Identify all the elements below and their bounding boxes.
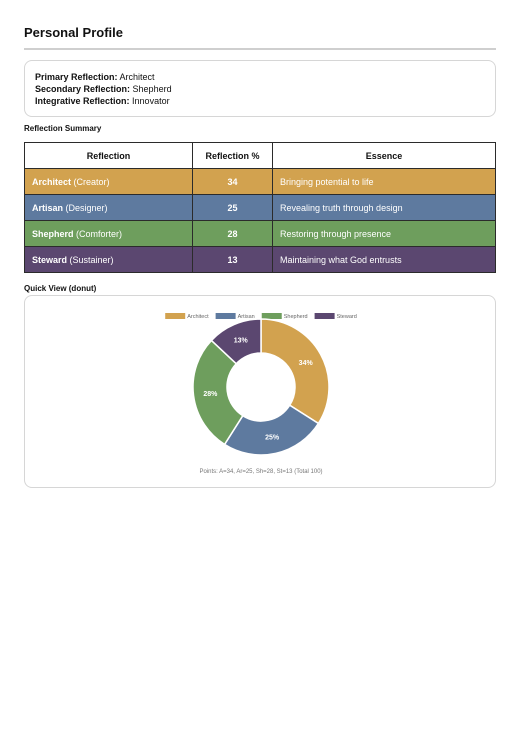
donut-slice-shepherd — [192, 339, 244, 446]
reflection-role: (Sustainer) — [69, 254, 114, 265]
legend-label-shepherd: Shepherd — [284, 314, 308, 320]
reflection-essence: Maintaining what God entrusts — [272, 246, 496, 273]
reflection-percent: 34 — [192, 168, 273, 195]
legend-swatch-artisan — [215, 313, 236, 319]
donut-slice-architect — [260, 318, 330, 425]
reflection-percent: 25 — [192, 194, 273, 221]
reflection-essence: Restoring through presence — [272, 220, 496, 247]
legend-label-steward: Steward — [337, 314, 357, 320]
reflection-summary-card: Primary Reflection: Architect Secondary … — [24, 60, 496, 117]
table-row: Steward (Sustainer) 13 Maintaining what … — [24, 246, 496, 273]
reflection-percent: 28 — [192, 220, 273, 247]
page-title: Personal Profile — [24, 25, 123, 40]
reflection-name: Steward — [32, 254, 68, 265]
title-divider — [24, 48, 496, 50]
reflection-cell: Artisan (Designer) — [24, 194, 193, 221]
slice-label-steward: 13% — [234, 338, 249, 345]
column-header-reflection: Reflection — [24, 142, 193, 169]
quick-view-heading: Quick View (donut) — [24, 284, 97, 293]
legend-swatch-architect — [165, 313, 186, 319]
reflection-role: (Creator) — [73, 176, 110, 187]
reflection-cell: Steward (Sustainer) — [24, 246, 193, 273]
legend-swatch-steward — [314, 313, 335, 319]
donut-slices — [192, 318, 330, 456]
reflection-name: Architect — [32, 176, 72, 187]
legend-swatch-shepherd — [261, 313, 282, 319]
primary-reflection-line: Primary Reflection: Architect — [35, 71, 485, 83]
table-header-row: Reflection Reflection % Essence — [24, 142, 496, 169]
integrative-reflection-value: Innovator — [132, 96, 170, 106]
table-row: Shepherd (Comforter) 28 Restoring throug… — [24, 220, 496, 247]
legend-label-artisan: Artisan — [238, 314, 255, 320]
donut-chart-card: Architect Artisan Shepherd Steward 34% 25% 28… — [24, 295, 496, 488]
integrative-reflection-line: Integrative Reflection: Innovator — [35, 95, 485, 107]
reflection-role: (Comforter) — [76, 228, 123, 239]
donut-slice-steward — [210, 318, 262, 365]
table-row: Architect (Creator) 34 Bringing potentia… — [24, 168, 496, 195]
reflection-name: Artisan — [32, 202, 64, 213]
secondary-reflection-value: Shepherd — [132, 84, 172, 94]
chart-footnote: Points: A=34, Ar=25, Sh=28, St=13 (Total… — [199, 469, 322, 475]
primary-reflection-label: Primary Reflection: — [35, 72, 118, 82]
reflection-summary-heading: Reflection Summary — [24, 124, 102, 133]
table-row: Artisan (Designer) 25 Revealing truth th… — [24, 194, 496, 221]
secondary-reflection-line: Secondary Reflection: Shepherd — [35, 83, 485, 95]
reflection-cell: Shepherd (Comforter) — [24, 220, 193, 247]
column-header-essence: Essence — [272, 142, 496, 169]
reflection-role: (Designer) — [65, 202, 108, 213]
column-header-percent: Reflection % — [192, 142, 273, 169]
reflection-essence: Revealing truth through design — [272, 194, 496, 221]
slice-label-artisan: 25% — [265, 434, 280, 441]
slice-label-shepherd: 28% — [203, 391, 218, 398]
integrative-reflection-label: Integrative Reflection: — [35, 96, 130, 106]
primary-reflection-value: Architect — [119, 72, 155, 82]
reflection-essence: Bringing potential to life — [272, 168, 496, 195]
donut-chart: Architect Artisan Shepherd Steward 34% 25% 28… — [165, 313, 357, 475]
donut-slice-artisan — [223, 404, 320, 456]
reflection-cell: Architect (Creator) — [24, 168, 193, 195]
reflection-percent: 13 — [192, 246, 273, 273]
reflection-name: Shepherd — [32, 228, 74, 239]
legend-label-architect: Architect — [187, 314, 209, 320]
secondary-reflection-label: Secondary Reflection: — [35, 84, 131, 94]
slice-label-architect: 34% — [299, 360, 314, 367]
donut-labels: 34% 25% 28% 13% — [203, 338, 313, 442]
chart-legend: Architect Artisan Shepherd Steward — [165, 313, 357, 320]
reflection-table: Reflection Reflection % Essence Architec… — [24, 142, 496, 273]
